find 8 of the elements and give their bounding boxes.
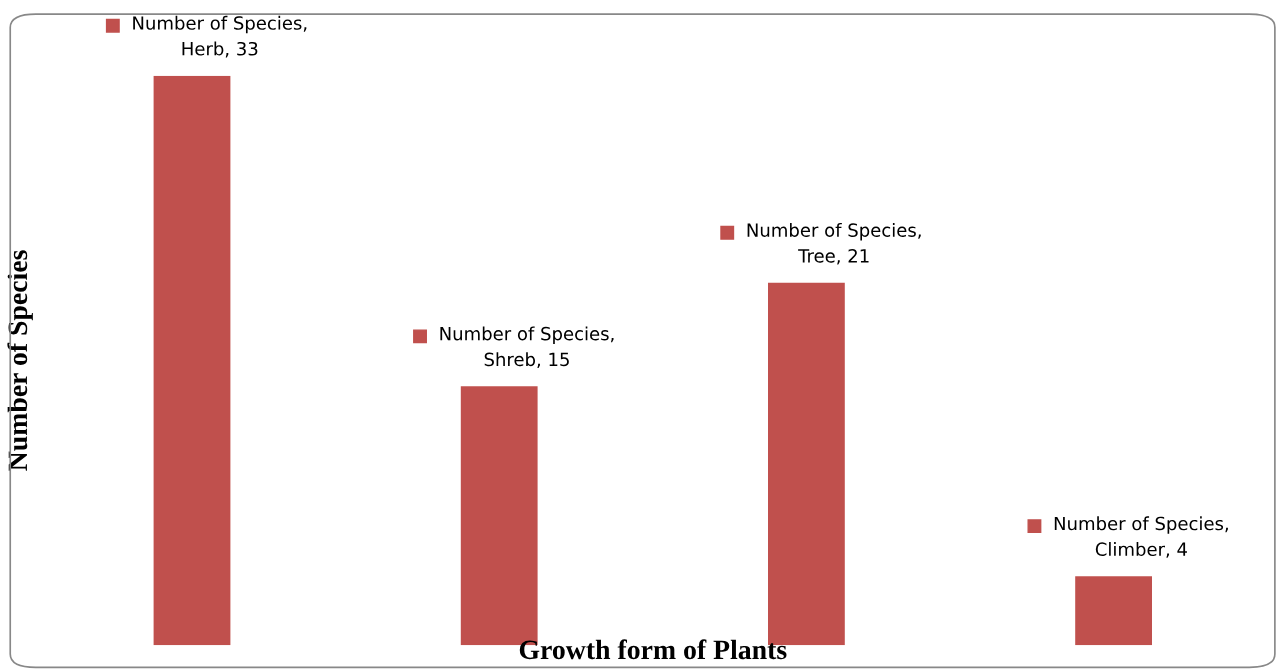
data-label: Number of Species, Tree, 21 <box>747 222 921 265</box>
data-label: Number of Species, Shreb, 15 <box>440 326 614 369</box>
data-label: Number of Species, Climber, 4 <box>1054 516 1228 558</box>
y-axis-title: Number of Species <box>7 250 33 471</box>
x-axis-title: Growth form of Plants <box>519 639 787 660</box>
data-label: Number of Species, Herb, 33 <box>133 15 307 58</box>
bar <box>153 75 231 646</box>
bar <box>1075 576 1152 646</box>
